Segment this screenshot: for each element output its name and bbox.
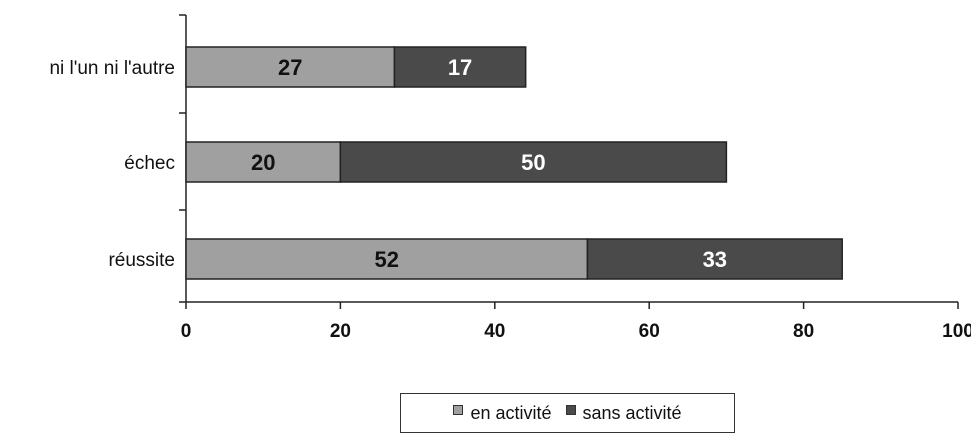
- bar-0-2: [185, 46, 396, 88]
- data-label-1-2: 17: [448, 55, 472, 80]
- data-label-0-1: 20: [251, 150, 275, 175]
- category-label-0: réussite: [108, 250, 175, 271]
- bar-1-1: [339, 141, 728, 183]
- bars: [185, 46, 843, 280]
- bar-1-2: [393, 46, 527, 88]
- legend-item-sans-activite: sans activité: [565, 402, 682, 424]
- legend-swatch-sans-activite: [565, 405, 576, 415]
- category-label-2: ni l'un ni l'autre: [49, 58, 175, 79]
- x-tick-label-0: 0: [181, 321, 192, 342]
- x-tick-label-20: 20: [330, 321, 351, 342]
- legend: en activité sans activité: [400, 393, 735, 433]
- bar-0-1: [185, 141, 342, 183]
- data-label-0-2: 27: [278, 55, 302, 80]
- category-label-1: échec: [124, 153, 175, 174]
- x-tick-label-80: 80: [793, 321, 814, 342]
- bar-0-0: [185, 238, 589, 280]
- axes: 0 20 40 60 80 100: [179, 14, 971, 342]
- data-label-0-0: 52: [374, 247, 398, 272]
- legend-label-sans-activite: sans activité: [582, 402, 682, 423]
- bar-1-0: [586, 238, 843, 280]
- legend-item-en-activite: en activité: [453, 402, 552, 424]
- x-tick-label-40: 40: [484, 321, 505, 342]
- x-tick-label-100: 100: [942, 321, 971, 342]
- data-label-1-0: 33: [703, 247, 727, 272]
- labels: 52 33 réussite 20 50 échec 27 17 ni l'un ni l'au…: [49, 55, 727, 272]
- x-tick-label-60: 60: [639, 321, 660, 342]
- legend-label-en-activite: en activité: [470, 402, 552, 423]
- data-label-1-1: 50: [521, 150, 545, 175]
- legend-swatch-en-activite: [453, 405, 464, 415]
